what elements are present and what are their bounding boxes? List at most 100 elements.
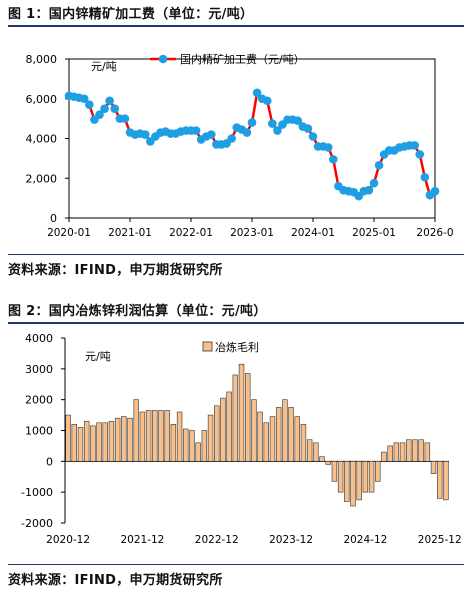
bar (133, 399, 139, 462)
legend-label: 国内精矿加工费（元/吨） (180, 52, 305, 66)
bar (275, 407, 282, 462)
figure2-chart: -2000 -1000 0 1000 2000 3000 4000 2020-12 2021-1… (21, 332, 462, 546)
bar (368, 461, 375, 493)
bar (443, 461, 449, 501)
x-tick-label: 2026-0 (416, 227, 453, 239)
data-point (100, 104, 109, 113)
bar (269, 416, 276, 462)
bar (306, 439, 313, 462)
y-tick-label: 2,000 (26, 172, 58, 185)
data-point (308, 132, 318, 141)
data-point (247, 118, 257, 127)
data-point (323, 143, 333, 152)
bar (393, 442, 400, 462)
data-point (415, 150, 425, 159)
bar (121, 416, 127, 462)
bar (189, 430, 195, 462)
legend-marker (158, 54, 168, 64)
figure2-caption: 图 2：国内冶炼锌利润估算（单位：元/吨） (8, 304, 267, 319)
bar (350, 461, 356, 507)
bar (214, 405, 220, 462)
bar (412, 439, 418, 462)
bar (139, 411, 146, 462)
bar (319, 456, 325, 462)
bar (362, 461, 369, 493)
bar (244, 373, 251, 462)
bar (108, 420, 115, 462)
data-point (120, 114, 130, 123)
bar (195, 442, 201, 462)
x-tick-label: 2020-12 (46, 534, 90, 546)
legend-swatch (202, 341, 213, 352)
x-tick-label: 2024-12 (343, 534, 387, 546)
bar (207, 414, 214, 462)
y-tick-label: 1000 (25, 425, 53, 438)
bar (424, 442, 431, 462)
data-point (374, 161, 384, 170)
x-tick-label: 2021-01 (108, 227, 152, 239)
bar (282, 399, 288, 462)
data-point (85, 100, 94, 110)
bar (430, 461, 437, 474)
bar (164, 410, 170, 462)
data-point (110, 104, 120, 113)
bar (356, 461, 362, 501)
figure2-source: 资料来源：IFIND，申万期货研究所 (8, 573, 223, 588)
bar (418, 439, 424, 462)
y-tick-label: 0 (46, 455, 53, 468)
data-point (268, 119, 277, 128)
data-point (410, 141, 419, 150)
bar (145, 410, 152, 462)
y-tick-label: -2000 (21, 517, 53, 530)
data-point (262, 96, 272, 106)
x-tick-label: 2023-01 (230, 227, 274, 239)
bar (387, 445, 393, 462)
unit-label: 元/吨 (91, 60, 117, 73)
bar (375, 461, 381, 482)
bar (176, 411, 183, 462)
data-point (364, 185, 374, 195)
y-tick-label: 3000 (25, 363, 53, 376)
data-point (140, 130, 150, 139)
x-tick-label: 2025-01 (352, 227, 396, 239)
bar (257, 411, 263, 462)
data-point (430, 186, 440, 196)
figure1-chart: 0 2,000 4,000 6,000 8,000 2020-01 2021-01 2022-… (26, 52, 454, 239)
x-tick-label: 2022-01 (169, 227, 213, 239)
x-tick-label: 2024-01 (291, 227, 335, 239)
data-point (369, 178, 379, 188)
bar (337, 461, 344, 493)
bar (83, 420, 90, 462)
bar (65, 414, 71, 462)
bar (158, 410, 164, 462)
bar (313, 442, 319, 462)
bar (294, 416, 300, 462)
x-tick-label: 2025-12 (418, 534, 462, 546)
bar (102, 422, 108, 462)
series-line (68, 89, 436, 198)
x-tick-label: 2021-12 (120, 534, 164, 546)
data-point (420, 172, 430, 182)
bar (90, 425, 96, 462)
figure1-caption: 图 1：国内锌精矿加工费（单位：元/吨） (8, 7, 254, 22)
bar (226, 391, 232, 462)
bar (127, 417, 133, 462)
data-point (191, 126, 201, 135)
bar (300, 424, 307, 462)
y-tick-label: 2000 (25, 394, 53, 407)
bar (288, 407, 294, 462)
figure1-source: 资料来源：IFIND，申万期货研究所 (8, 263, 223, 278)
bar (406, 439, 412, 462)
bar (381, 451, 387, 462)
figure2-source-rule (8, 564, 464, 565)
bar (436, 461, 443, 499)
bar (399, 442, 406, 462)
x-tick-label: 2020-01 (47, 227, 91, 239)
y-tick-label: 8,000 (26, 53, 58, 66)
data-point (105, 96, 114, 106)
data-point (273, 126, 282, 135)
bar (251, 399, 257, 462)
data-point (303, 124, 313, 133)
plot-frame (68, 58, 436, 219)
y-tick-label: 6,000 (26, 93, 58, 106)
